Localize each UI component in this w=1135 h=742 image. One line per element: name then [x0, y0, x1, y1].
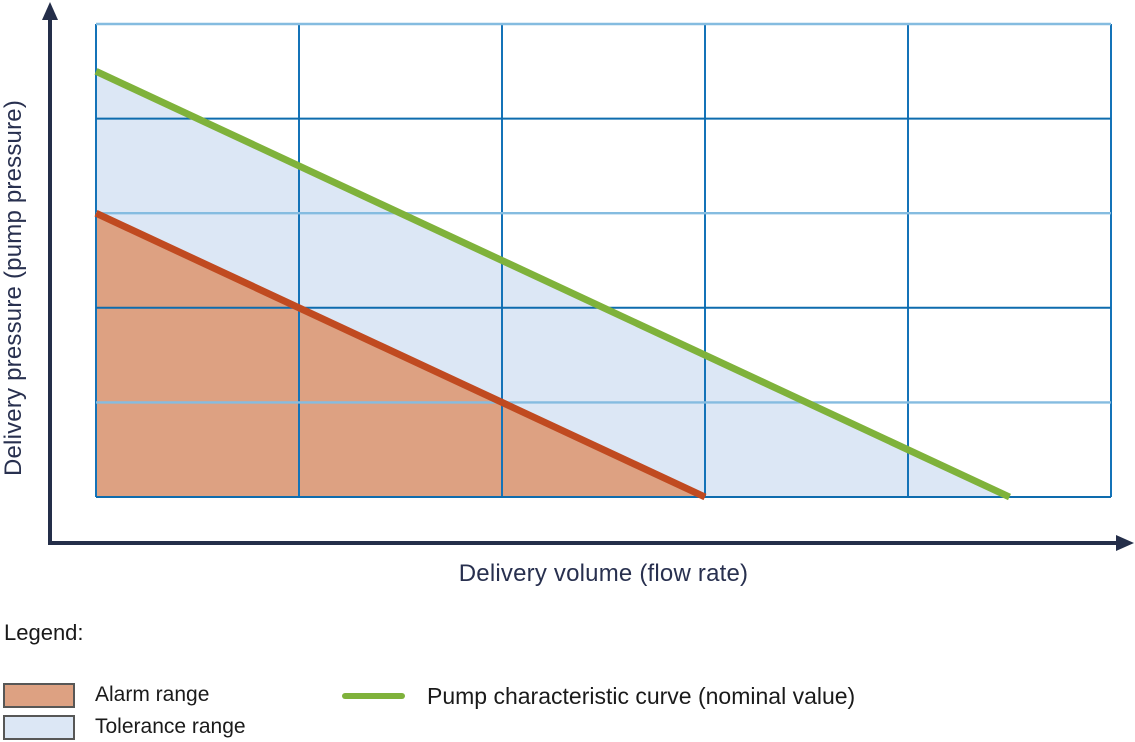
- alarm-range-swatch: [3, 682, 75, 708]
- legend-item-alarm-range: Alarm range: [3, 682, 209, 708]
- alarm-range-label: Alarm range: [95, 683, 210, 706]
- legend-title: Legend:: [4, 620, 84, 645]
- y-axis-label: Delivery pressure (pump pressure): [0, 99, 27, 477]
- tolerance-range-swatch: [3, 714, 75, 740]
- legend-item-nominal-curve: Pump characteristic curve (nominal value…: [342, 683, 855, 709]
- pump-characteristic-curve: [94, 68, 1011, 501]
- nominal-curve-label: Pump characteristic curve (nominal value…: [427, 682, 856, 709]
- x-axis-arrow: [1116, 535, 1134, 551]
- tolerance-range-label: Tolerance range: [95, 715, 246, 738]
- nominal-curve-line-swatch: [342, 693, 405, 699]
- x-axis-label: Delivery volume (flow rate): [458, 560, 749, 587]
- alarm-limit-curve: [94, 210, 707, 501]
- legend-item-tolerance-range: Tolerance range: [3, 714, 246, 740]
- y-axis-arrow: [42, 2, 58, 20]
